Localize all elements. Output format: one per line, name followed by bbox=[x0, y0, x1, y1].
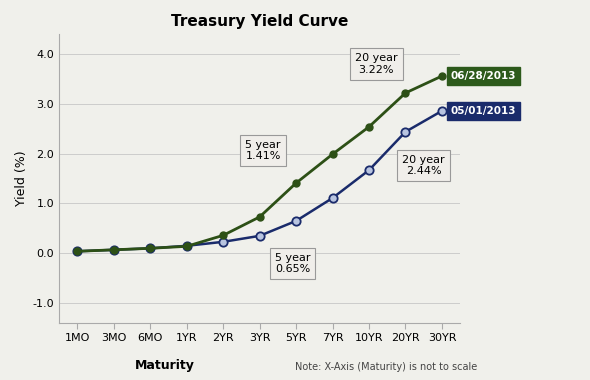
Text: 06/28/2013: 06/28/2013 bbox=[451, 71, 516, 81]
Text: Note: X-Axis (Maturity) is not to scale: Note: X-Axis (Maturity) is not to scale bbox=[295, 363, 477, 372]
Text: 5 year
0.65%: 5 year 0.65% bbox=[275, 253, 310, 274]
Text: 05/01/2013: 05/01/2013 bbox=[451, 106, 516, 116]
Title: Treasury Yield Curve: Treasury Yield Curve bbox=[171, 14, 348, 29]
Text: 20 year
2.44%: 20 year 2.44% bbox=[402, 155, 445, 176]
Text: 20 year
3.22%: 20 year 3.22% bbox=[355, 54, 398, 75]
Text: Maturity: Maturity bbox=[135, 359, 195, 372]
Y-axis label: Yield (%): Yield (%) bbox=[15, 151, 28, 206]
Text: 5 year
1.41%: 5 year 1.41% bbox=[245, 139, 281, 161]
